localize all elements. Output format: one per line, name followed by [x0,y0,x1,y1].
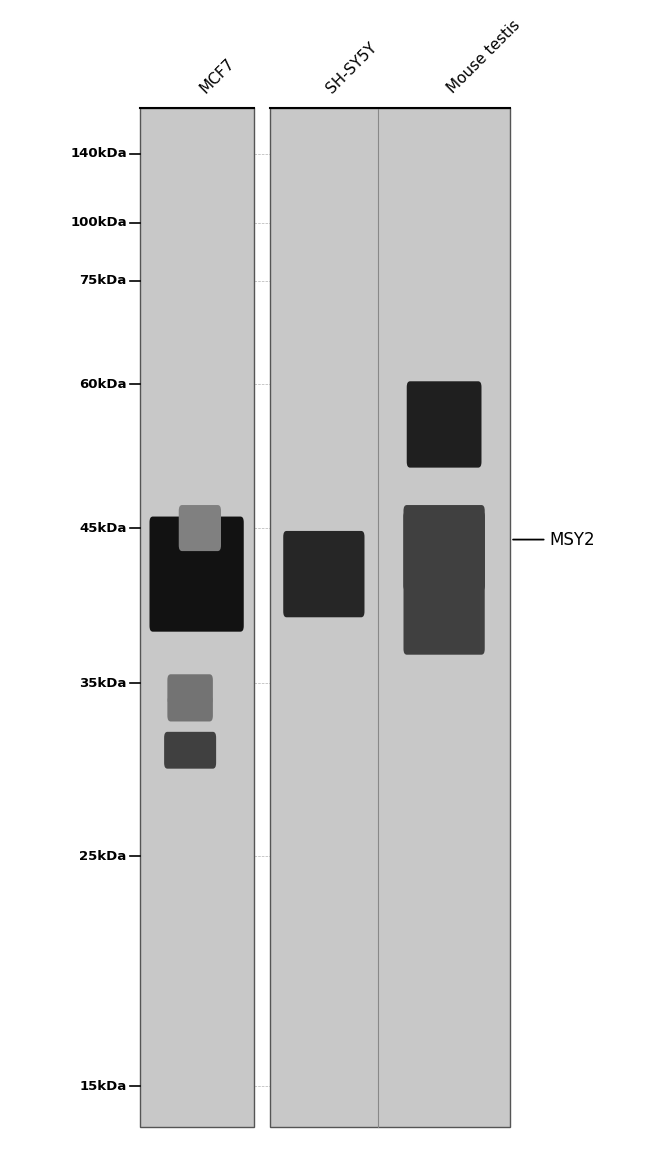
FancyBboxPatch shape [167,675,213,704]
FancyBboxPatch shape [164,732,216,769]
FancyBboxPatch shape [404,511,485,592]
Text: 140kDa: 140kDa [70,147,127,160]
FancyBboxPatch shape [150,517,244,631]
Text: SH-SY5Y: SH-SY5Y [324,40,380,97]
Text: Mouse testis: Mouse testis [444,18,523,97]
Text: 60kDa: 60kDa [79,378,127,391]
Text: 75kDa: 75kDa [79,274,127,287]
FancyBboxPatch shape [407,382,482,468]
FancyBboxPatch shape [283,531,365,617]
FancyBboxPatch shape [270,107,510,1126]
Text: 45kDa: 45kDa [79,522,127,534]
Text: 15kDa: 15kDa [79,1079,127,1093]
Text: MSY2: MSY2 [513,531,595,548]
Text: MCF7: MCF7 [196,56,237,97]
FancyBboxPatch shape [404,505,485,655]
FancyBboxPatch shape [140,107,254,1126]
Text: 100kDa: 100kDa [70,217,127,230]
Text: 25kDa: 25kDa [79,850,127,862]
Text: 35kDa: 35kDa [79,677,127,690]
FancyBboxPatch shape [179,505,221,551]
FancyBboxPatch shape [167,697,213,721]
